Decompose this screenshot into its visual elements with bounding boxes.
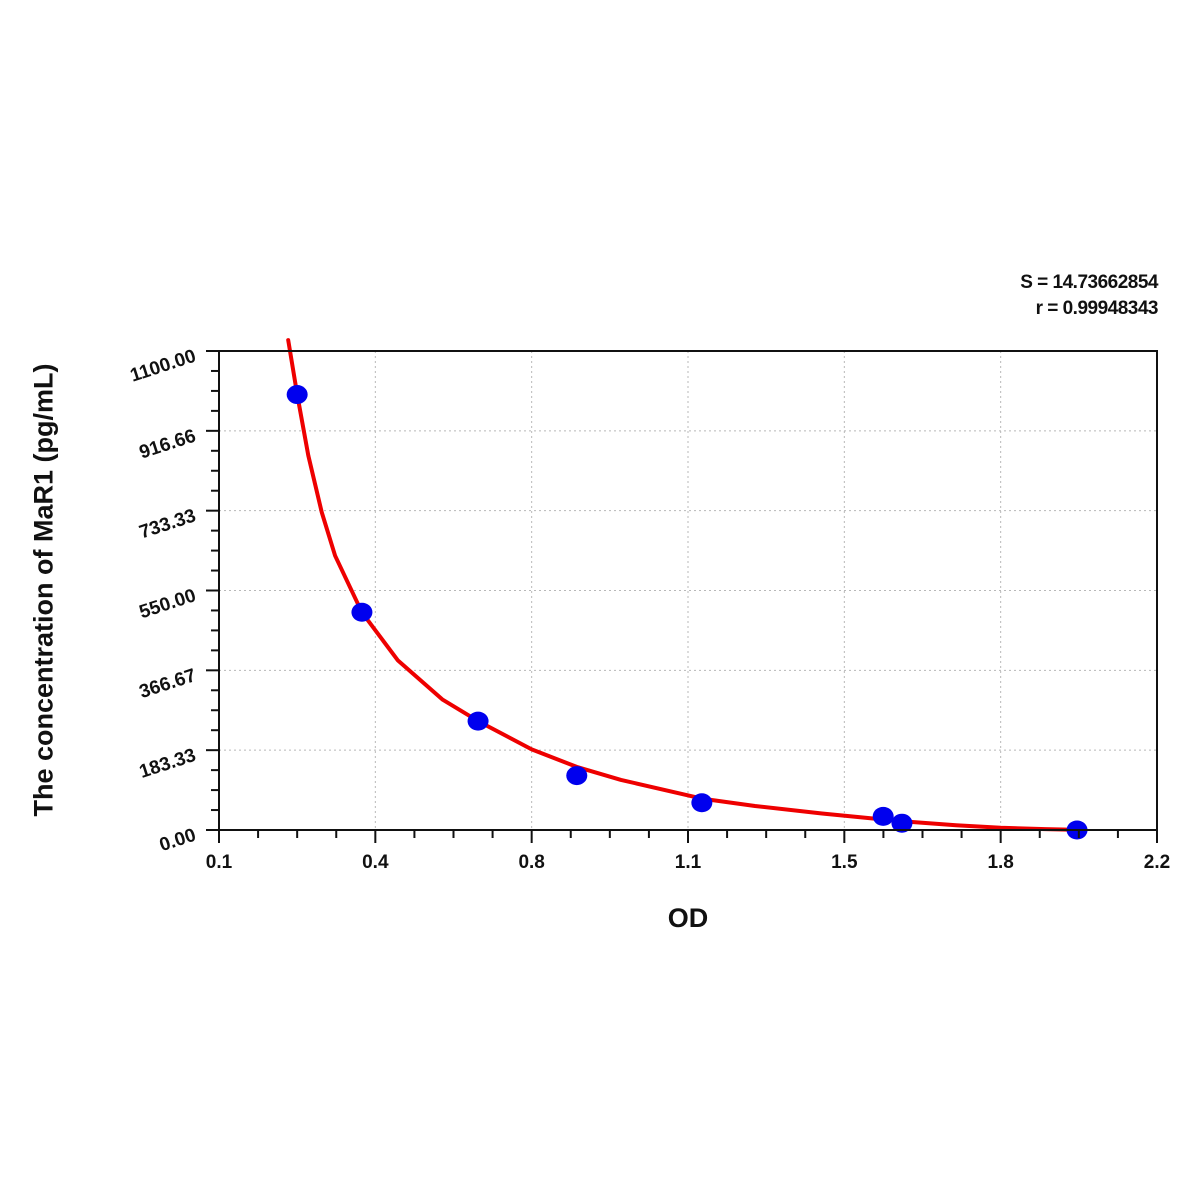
- data-point-marker: [566, 766, 588, 786]
- s-value: S = 14.73662854: [1020, 272, 1158, 293]
- y-tick-label: 366.67: [137, 665, 199, 703]
- fit-statistics: S = 14.73662854 r = 0.99948343: [1020, 270, 1158, 322]
- y-tick-label: 0.00: [157, 825, 199, 856]
- data-point-marker: [467, 711, 489, 731]
- x-tick-label: 0.1: [206, 852, 233, 873]
- data-point-marker: [891, 813, 913, 833]
- grid-lines: [219, 351, 1157, 830]
- x-tick-label: 0.4: [362, 852, 389, 873]
- y-tick-label: 1100.00: [128, 346, 199, 387]
- data-points: [286, 385, 1088, 840]
- r-value: r = 0.99948343: [1035, 298, 1159, 319]
- x-axis-title: OD: [667, 903, 709, 933]
- x-tick-label: 0.8: [518, 852, 544, 873]
- fitted-curve-line: [286, 338, 1088, 832]
- x-tick-label: 1.5: [831, 852, 858, 873]
- y-tick-label: 183.33: [137, 745, 199, 783]
- fitted-curve: [286, 338, 1088, 832]
- data-point-marker: [872, 806, 894, 826]
- x-axis-ticks: 0.1 0.4 0.8 1.1 1.5 1.8 2.2: [206, 830, 1170, 873]
- y-tick-label: 916.66: [137, 426, 199, 464]
- data-point-marker: [691, 793, 713, 813]
- x-tick-label: 1.8: [987, 852, 1013, 873]
- y-axis-title: The concentration of MaR1 (pg/mL): [28, 363, 59, 817]
- y-tick-label: 550.00: [137, 585, 199, 623]
- data-point-marker: [286, 385, 308, 405]
- data-point-marker: [351, 602, 373, 622]
- x-tick-label: 1.1: [675, 852, 702, 873]
- y-axis-ticks: 0.00 183.33 366.67 550.00 733.33 916.66 1100.0…: [128, 346, 219, 856]
- x-tick-label: 2.2: [1144, 852, 1170, 873]
- y-tick-label: 733.33: [137, 505, 199, 543]
